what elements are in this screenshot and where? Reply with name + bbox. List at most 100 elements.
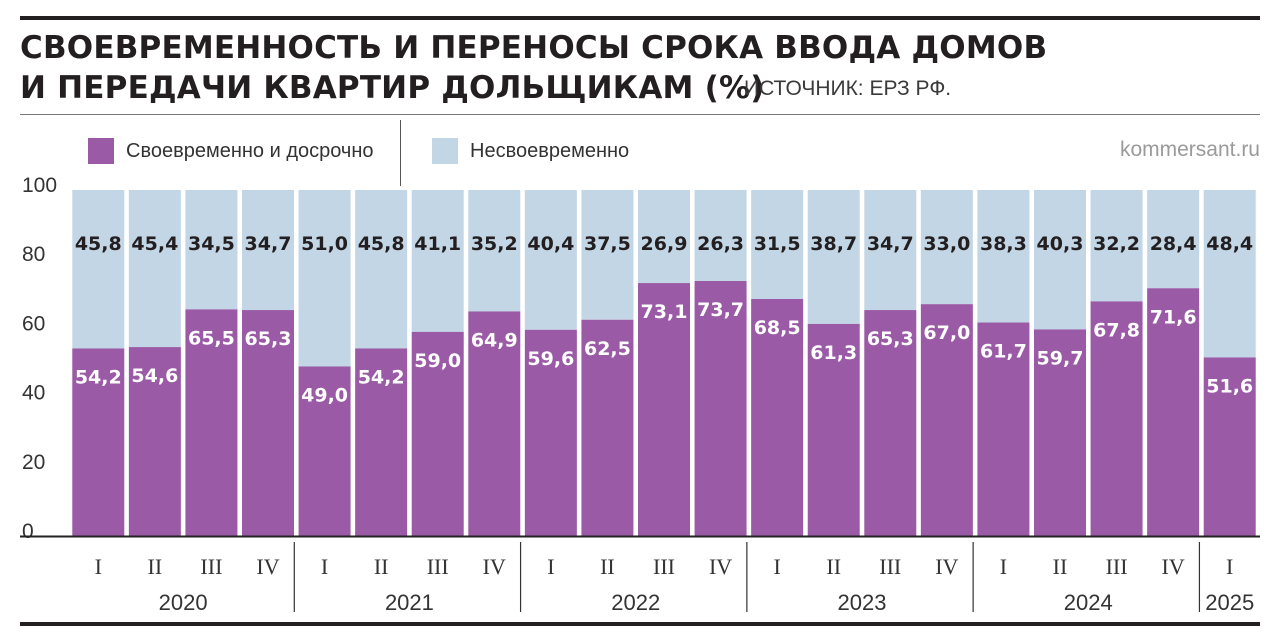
x-tick-label: I [1000,554,1007,579]
x-tick-label: II [1053,554,1068,579]
y-tick-label: 0 [22,520,34,543]
legend-swatch-on-time [88,138,114,164]
data-label-late: 32,2 [1093,233,1140,255]
data-label-late: 37,5 [584,233,631,255]
title-line-2: И ПЕРЕДАЧИ КВАРТИР ДОЛЬЩИКАМ (%) [20,70,765,106]
data-label-late: 38,3 [980,233,1027,255]
year-label: 2022 [611,590,660,615]
bar-on-time [1034,329,1086,536]
data-label-late: 48,4 [1206,233,1253,255]
bar-late [807,190,860,324]
bar-late [355,190,408,349]
data-label-on-time: 73,1 [641,301,688,323]
x-tick-label: I [95,554,102,579]
bar-on-time [128,347,181,536]
data-label-late: 26,9 [641,233,688,255]
data-label-late: 26,3 [697,233,744,255]
bar-on-time [185,309,238,536]
bar-on-time [1147,288,1200,536]
data-label-late: 40,3 [1037,233,1084,255]
bar-late [411,190,464,332]
data-label-on-time: 67,0 [923,322,970,344]
data-label-late: 35,2 [471,233,518,255]
data-label-on-time: 73,7 [697,299,744,321]
x-tick-label: IV [1162,554,1185,579]
data-label-late: 34,7 [245,233,292,255]
x-tick-label: I [1226,554,1233,579]
legend-label-late: Несвоевременно [470,139,630,162]
x-tick-label: II [148,554,163,579]
x-tick-label: IV [935,554,958,579]
data-label-on-time: 54,2 [358,366,405,388]
bar-late [298,190,351,367]
bar-late [581,190,634,320]
data-label-on-time: 62,5 [584,338,631,360]
bar-on-time [581,319,634,536]
bar-late [694,190,747,281]
bar-late [72,190,125,349]
data-label-late: 31,5 [754,233,801,255]
x-tick-label: I [547,554,554,579]
x-tick-label: IV [483,554,506,579]
x-tick-label: III [427,554,449,579]
bar-late [864,190,917,311]
bar-late [1034,190,1086,330]
legend-swatch-late [432,138,458,164]
data-label-on-time: 49,0 [301,384,348,406]
bar-on-time [864,310,917,536]
data-label-late: 34,7 [867,233,914,255]
y-tick-label: 60 [22,312,45,335]
bar-on-time [355,348,408,536]
bar-on-time [298,366,351,536]
x-tick-label: II [826,554,841,579]
bar-on-time [920,304,973,536]
bar-late [468,190,521,312]
bar-late [638,190,690,284]
bar-on-time [242,310,294,536]
data-label-on-time: 59,0 [414,350,461,372]
x-tick-label: I [321,554,328,579]
data-label-on-time: 61,3 [810,342,857,364]
data-label-on-time: 61,7 [980,341,1027,363]
top-rule [20,16,1260,20]
source-note: ИСТОЧНИК: ЕРЗ РФ. [744,77,952,100]
y-tick-label: 20 [22,451,45,474]
x-tick-label: II [600,554,615,579]
x-tick-label: I [773,554,780,579]
bottom-rule [20,622,1260,626]
data-label-on-time: 71,6 [1150,306,1197,328]
data-label-on-time: 54,2 [75,366,122,388]
x-tick-label: IV [709,554,732,579]
bar-on-time [751,298,804,536]
data-label-late: 28,4 [1150,233,1197,255]
data-label-late: 33,0 [923,233,970,255]
bar-late [977,190,1030,323]
x-tick-label: II [374,554,389,579]
bar-late [128,190,181,348]
bar-late [751,190,804,299]
data-label-on-time: 51,6 [1206,375,1253,397]
site-credit: kommersant.ru [1119,138,1260,161]
bar-on-time [524,329,577,536]
data-label-on-time: 67,8 [1093,319,1140,341]
bar-late [185,190,238,310]
legend-late: Несвоевременно [432,136,629,166]
data-label-late: 41,1 [414,233,461,255]
data-label-on-time: 65,3 [245,328,292,350]
chart-frame-line [20,114,1260,115]
legend-separator [400,120,401,186]
bar-on-time [411,331,464,536]
legend-label-on-time: Своевременно и досрочно [126,139,374,162]
legend-on-time: Своевременно и досрочно [88,136,374,166]
bar-late [242,190,294,311]
bar-late [1203,190,1256,358]
bar-on-time [638,283,690,536]
data-label-late: 40,4 [527,233,574,255]
year-label: 2020 [159,590,208,615]
bar-on-time [694,280,747,536]
data-label-late: 45,4 [131,233,178,255]
year-label: 2024 [1064,590,1113,615]
year-label: 2021 [385,590,434,615]
bar-on-time [468,311,521,536]
